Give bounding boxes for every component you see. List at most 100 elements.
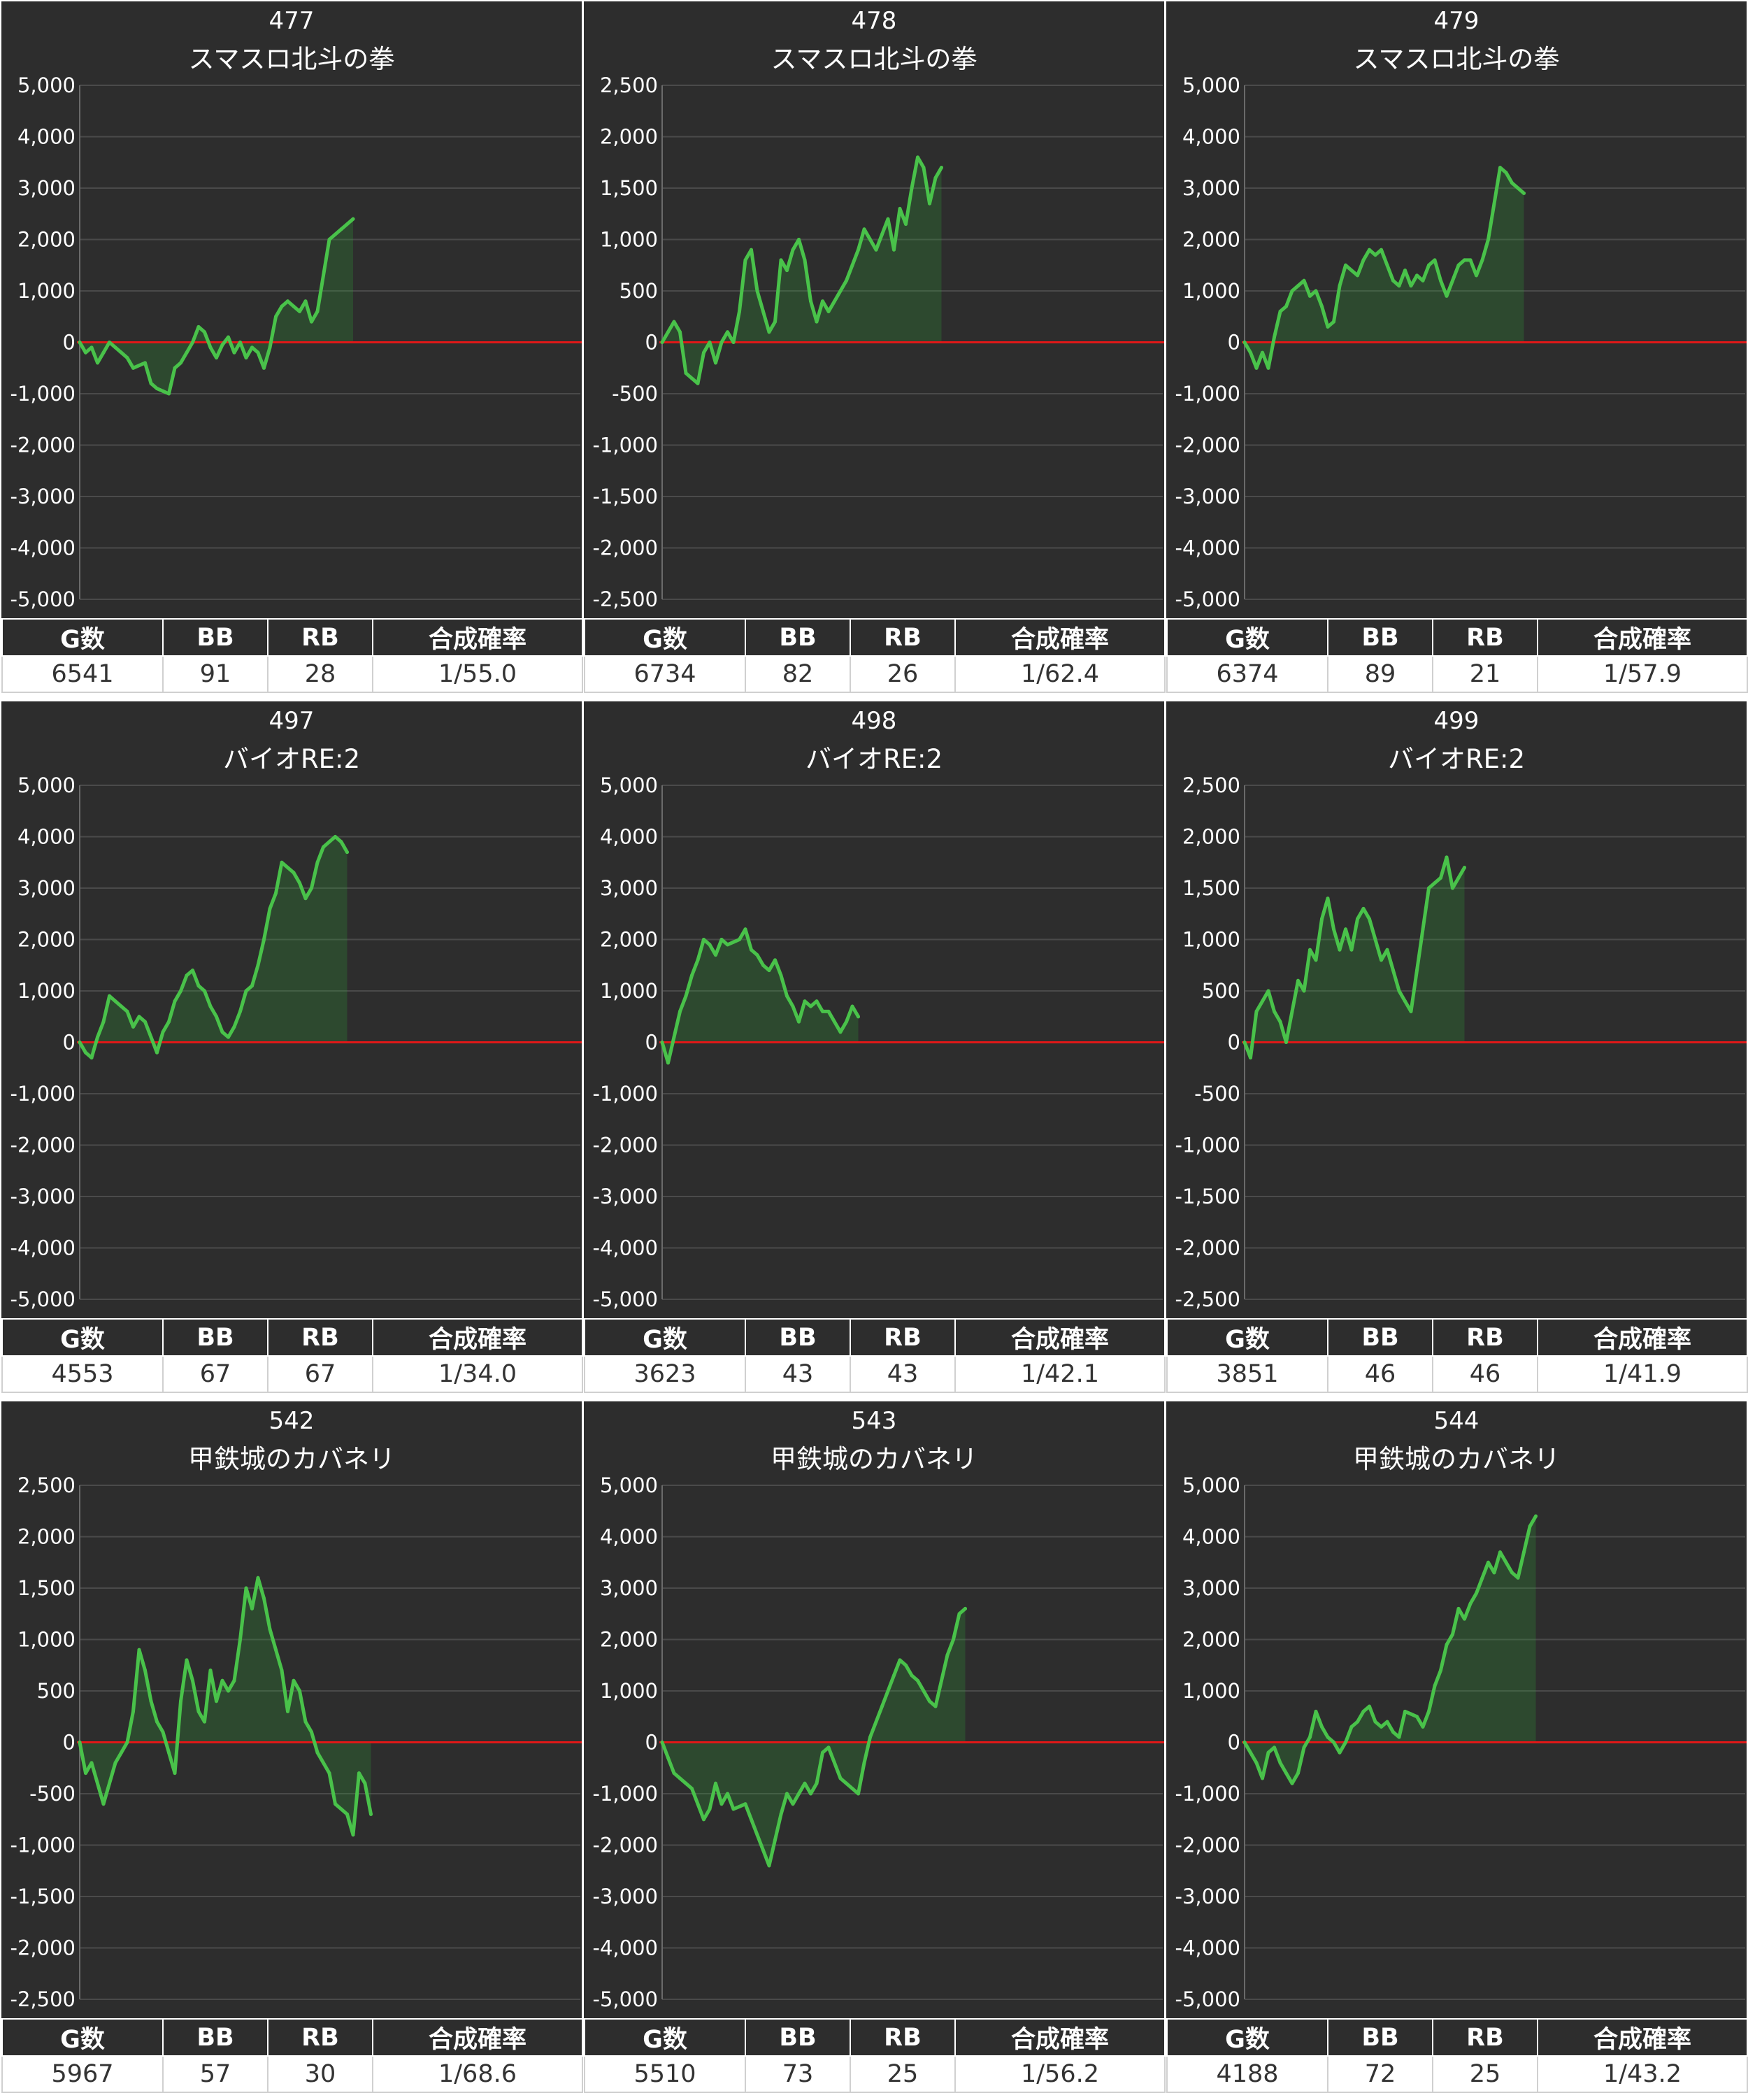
data-point — [89, 1056, 94, 1060]
data-point — [785, 994, 789, 998]
stats-table: G数 BB RB 合成確率 5510 73 25 1/56.2 — [584, 2018, 1166, 2093]
data-point — [1492, 1571, 1496, 1575]
data-point — [678, 1009, 682, 1013]
stats-header: 合成確率 — [954, 2018, 1166, 2057]
data-point — [1308, 1735, 1312, 1739]
stats-value: 30 — [267, 2055, 373, 2093]
data-point — [862, 227, 866, 231]
y-tick-label: -5,000 — [593, 1287, 659, 1311]
data-point — [351, 217, 355, 221]
data-point — [244, 1586, 248, 1590]
chart-area: 479 スマスロ北斗の拳 5,000 4,000 3,000 2,000 1,000 0 -1,… — [1166, 1, 1747, 618]
data-point — [96, 1781, 99, 1785]
stats-value: 1/55.0 — [372, 655, 583, 693]
machine-number: 499 — [1433, 707, 1480, 735]
y-tick-label: 4,000 — [1182, 125, 1240, 149]
machine-number: 544 — [1433, 1407, 1480, 1435]
y-tick-label: 4,000 — [600, 1525, 658, 1549]
y-tick-label: -1,000 — [1175, 1134, 1241, 1157]
chart-area: 498 バイオRE:2 5,000 4,000 3,000 2,000 1,000 0 -1,0… — [584, 701, 1164, 1318]
stats-header: G数 — [584, 618, 746, 657]
data-point — [850, 263, 854, 267]
stats-value: 28 — [267, 655, 373, 693]
data-point — [1326, 897, 1330, 901]
stats-header-row: G数 BB RB 合成確率 — [584, 2018, 1166, 2057]
data-point — [857, 1792, 860, 1796]
data-point — [809, 1792, 812, 1796]
data-point — [797, 238, 801, 241]
data-point — [120, 1004, 123, 1008]
y-tick-label: 0 — [1228, 331, 1240, 355]
data-point — [1278, 309, 1282, 313]
data-point — [690, 973, 694, 978]
machine-panel-542: 542 甲鉄城のカバネリ 2,500 2,000 1,500 1,000 500 0 -500 -… — [1, 1401, 583, 2094]
data-point — [185, 350, 189, 355]
data-point — [286, 299, 289, 303]
data-point — [1344, 263, 1347, 267]
data-point — [1314, 958, 1318, 962]
data-point — [1522, 191, 1526, 195]
data-point — [1266, 989, 1270, 993]
data-point — [143, 1020, 147, 1024]
area-fill — [662, 157, 942, 384]
data-point — [120, 350, 123, 355]
y-tick-label: -1,000 — [10, 382, 76, 406]
data-point — [1278, 1020, 1282, 1024]
data-point — [108, 341, 111, 344]
data-point — [1385, 263, 1389, 267]
data-point — [322, 1761, 325, 1765]
data-point — [904, 222, 908, 226]
y-tick-label: 5,000 — [600, 1473, 658, 1497]
data-point — [761, 1848, 765, 1852]
data-point — [363, 1781, 367, 1785]
data-point — [1284, 304, 1288, 308]
stats-value-row: 3851 46 46 1/41.9 — [1166, 1355, 1748, 1393]
stats-table: G数 BB RB 合成確率 6541 91 28 1/55.0 — [1, 618, 583, 693]
data-point — [1332, 1741, 1335, 1744]
data-point — [838, 1030, 843, 1034]
data-point — [1475, 1591, 1478, 1595]
data-point — [1349, 269, 1354, 273]
data-point — [208, 1004, 213, 1008]
data-point — [280, 860, 284, 864]
stats-value: 4553 — [1, 1355, 164, 1393]
data-point — [815, 320, 819, 324]
data-point — [167, 392, 171, 396]
y-tick-label: -4,000 — [593, 1236, 659, 1260]
data-point — [957, 1612, 961, 1616]
y-tick-label: -2,000 — [1175, 1834, 1241, 1857]
data-point — [916, 155, 919, 159]
data-point — [815, 1781, 819, 1785]
data-point — [1254, 366, 1259, 370]
data-point — [1356, 273, 1359, 278]
y-tick-label: -5,000 — [1175, 587, 1241, 611]
stats-header-row: G数 BB RB 合成確率 — [1166, 618, 1748, 657]
stats-value: 25 — [850, 2055, 956, 2093]
data-point — [215, 1699, 218, 1703]
data-point — [684, 1781, 688, 1785]
data-point — [1456, 1606, 1461, 1610]
data-point — [232, 1678, 236, 1683]
data-point — [1445, 294, 1449, 298]
data-point — [1308, 294, 1312, 298]
data-point — [220, 1678, 224, 1683]
chart-area: 478 スマスロ北斗の拳 2,500 2,000 1,500 1,000 500 0 -500 -… — [584, 1, 1164, 618]
machine-name: 甲鉄城のカバネリ — [188, 1444, 395, 1474]
data-point — [191, 969, 194, 973]
y-tick-label: 1,000 — [1182, 928, 1240, 952]
stats-table: G数 BB RB 合成確率 5967 57 30 1/68.6 — [1, 2018, 583, 2093]
data-point — [940, 166, 943, 170]
data-point — [719, 938, 724, 941]
y-tick-label: -2,000 — [10, 434, 76, 457]
data-line — [660, 927, 860, 1065]
data-point — [1433, 881, 1437, 885]
y-tick-label: 5,000 — [1182, 73, 1240, 97]
data-point — [922, 1689, 926, 1693]
data-point — [1349, 948, 1354, 952]
data-point — [1463, 258, 1466, 262]
y-tick-label: 5,000 — [1182, 1473, 1240, 1497]
slump-graph: 5,000 4,000 3,000 2,000 1,000 0 -1,000 -2,000 -3… — [593, 1473, 1164, 2011]
machine-panel-497: 497 バイオRE:2 5,000 4,000 3,000 2,000 1,000 0 -1,0… — [1, 701, 583, 1394]
data-point — [1349, 1724, 1354, 1729]
data-point — [886, 217, 890, 221]
